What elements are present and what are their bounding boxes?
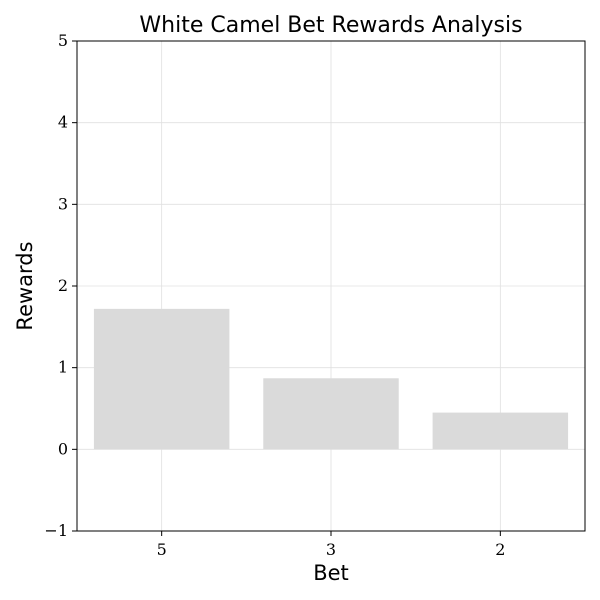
bar-layer: [93, 308, 569, 450]
x-tick-label: 2: [495, 540, 505, 559]
y-tick-label: −1: [44, 521, 68, 540]
chart-title: White Camel Bet Rewards Analysis: [139, 13, 522, 38]
bar-5: [93, 308, 230, 450]
y-tick-label: 5: [58, 31, 68, 50]
y-axis-label: Rewards: [13, 241, 37, 330]
y-tick-label: 1: [58, 358, 68, 377]
y-tick-label: 3: [58, 194, 68, 213]
tick-layer: −1 0 1 2 3 4 5 5 3 2: [44, 31, 505, 559]
x-tick-label: 3: [326, 540, 336, 559]
grid-layer: [77, 40, 585, 532]
y-tick-label: 4: [58, 113, 68, 132]
x-axis-label: Bet: [313, 561, 349, 585]
bar-2: [432, 412, 569, 450]
y-tick-label: 2: [58, 276, 68, 295]
y-tick-label: 0: [58, 439, 68, 458]
bar-3: [263, 378, 399, 450]
x-tick-label: 5: [157, 540, 167, 559]
